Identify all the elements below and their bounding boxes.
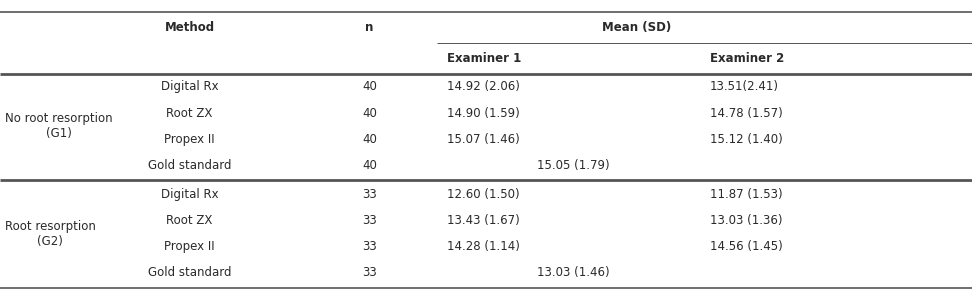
Text: Propex II: Propex II bbox=[164, 240, 215, 253]
Text: 14.28 (1.14): 14.28 (1.14) bbox=[447, 240, 520, 253]
Text: 33: 33 bbox=[362, 266, 377, 279]
Text: 14.78 (1.57): 14.78 (1.57) bbox=[710, 106, 782, 120]
Text: Method: Method bbox=[164, 21, 215, 34]
Text: No root resorption
(G1): No root resorption (G1) bbox=[5, 112, 113, 140]
Text: 14.92 (2.06): 14.92 (2.06) bbox=[447, 81, 520, 93]
Text: Root ZX: Root ZX bbox=[166, 214, 213, 227]
Text: 13.51(2.41): 13.51(2.41) bbox=[710, 81, 779, 93]
Text: 15.05 (1.79): 15.05 (1.79) bbox=[538, 158, 609, 172]
Text: 14.56 (1.45): 14.56 (1.45) bbox=[710, 240, 782, 253]
Text: 13.03 (1.46): 13.03 (1.46) bbox=[538, 266, 609, 279]
Text: 33: 33 bbox=[362, 188, 377, 201]
Text: 40: 40 bbox=[362, 158, 377, 172]
Text: Digital Rx: Digital Rx bbox=[160, 81, 219, 93]
Text: Digital Rx: Digital Rx bbox=[160, 188, 219, 201]
Text: 13.43 (1.67): 13.43 (1.67) bbox=[447, 214, 520, 227]
Text: 40: 40 bbox=[362, 81, 377, 93]
Text: Propex II: Propex II bbox=[164, 133, 215, 146]
Text: 33: 33 bbox=[362, 214, 377, 227]
Text: Root ZX: Root ZX bbox=[166, 106, 213, 120]
Text: 12.60 (1.50): 12.60 (1.50) bbox=[447, 188, 520, 201]
Text: Examiner 2: Examiner 2 bbox=[710, 52, 783, 65]
Text: 40: 40 bbox=[362, 133, 377, 146]
Text: Root resorption
(G2): Root resorption (G2) bbox=[5, 220, 95, 248]
Text: 13.03 (1.36): 13.03 (1.36) bbox=[710, 214, 782, 227]
Text: Gold standard: Gold standard bbox=[148, 266, 231, 279]
Text: 11.87 (1.53): 11.87 (1.53) bbox=[710, 188, 782, 201]
Text: n: n bbox=[365, 21, 373, 34]
Text: 33: 33 bbox=[362, 240, 377, 253]
Text: 15.12 (1.40): 15.12 (1.40) bbox=[710, 133, 782, 146]
Text: Examiner 1: Examiner 1 bbox=[447, 52, 521, 65]
Text: 15.07 (1.46): 15.07 (1.46) bbox=[447, 133, 520, 146]
Text: Gold standard: Gold standard bbox=[148, 158, 231, 172]
Text: 40: 40 bbox=[362, 106, 377, 120]
Text: Mean (SD): Mean (SD) bbox=[602, 21, 672, 34]
Text: 14.90 (1.59): 14.90 (1.59) bbox=[447, 106, 520, 120]
